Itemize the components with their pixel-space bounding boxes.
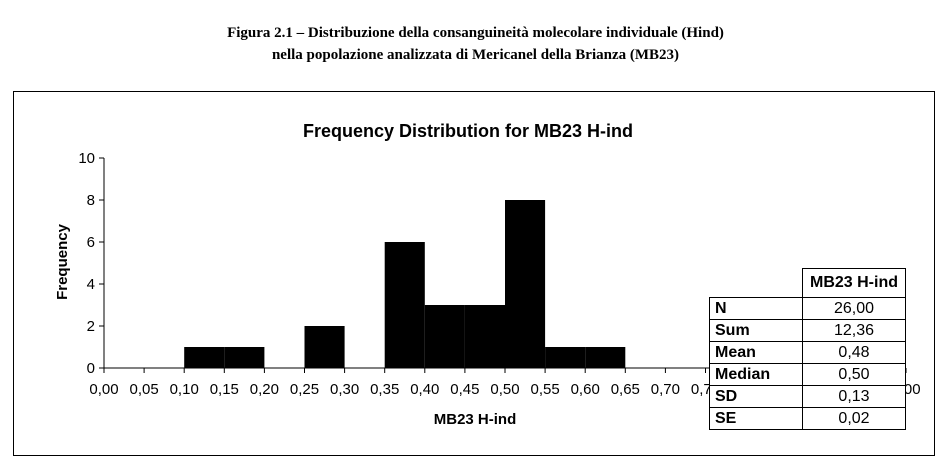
x-axis-label: MB23 H-ind	[434, 411, 517, 428]
stats-row-sd: SD 0,13	[709, 385, 906, 408]
histogram-bar	[545, 347, 586, 368]
stats-row-sum: Sum 12,36	[709, 319, 906, 342]
x-tick-label: 0,20	[250, 381, 279, 398]
x-tick-label: 0,25	[290, 381, 319, 398]
stats-label: SE	[709, 407, 803, 430]
stats-row-se: SE 0,02	[709, 407, 906, 430]
stats-label: SD	[709, 385, 803, 408]
chart-title: Frequency Distribution for MB23 H-ind	[303, 121, 633, 141]
histogram-bar	[505, 200, 546, 368]
stats-value: 12,36	[802, 319, 906, 342]
y-axis-label: Frequency	[54, 223, 71, 300]
histogram-bar	[304, 326, 345, 368]
y-tick-label: 10	[78, 150, 95, 167]
stats-header: MB23 H-ind	[802, 268, 906, 298]
histogram-chart: Frequency Distribution for MB23 H-ind Fr…	[54, 121, 921, 428]
y-tick-label: 0	[87, 360, 95, 377]
histogram-bar	[224, 347, 265, 368]
x-tick-label: 0,65	[611, 381, 640, 398]
stats-row-mean: Mean 0,48	[709, 341, 906, 364]
x-tick-label: 0,70	[651, 381, 680, 398]
y-tick-label: 4	[87, 276, 95, 293]
stats-label: Median	[709, 363, 803, 386]
y-tick-label: 2	[87, 318, 95, 335]
histogram-bar	[424, 305, 465, 368]
figure-caption-line-1: Figura 2.1 – Distribuzione della consang…	[227, 25, 724, 41]
stats-value: 0,02	[802, 407, 906, 430]
stats-header-blank	[709, 268, 803, 298]
stats-row-n: N 26,00	[709, 297, 906, 320]
y-tick-label: 6	[87, 234, 95, 251]
x-tick-label: 0,50	[490, 381, 519, 398]
stats-value: 26,00	[802, 297, 906, 320]
y-tick-label: 8	[87, 192, 95, 209]
histogram-bar	[464, 305, 505, 368]
histogram-bar	[585, 347, 626, 368]
chart-area: Frequency Distribution for MB23 H-ind Fr…	[13, 91, 935, 456]
stats-row-median: Median 0,50	[709, 363, 906, 386]
stats-header-row: MB23 H-ind	[709, 268, 906, 298]
stats-value: 0,13	[802, 385, 906, 408]
x-tick-label: 0,15	[210, 381, 239, 398]
stats-label: N	[709, 297, 803, 320]
stats-label: Mean	[709, 341, 803, 364]
histogram-bar	[384, 242, 425, 368]
x-tick-label: 0,00	[89, 381, 118, 398]
x-tick-label: 0,35	[370, 381, 399, 398]
x-tick-label: 0,40	[410, 381, 439, 398]
x-tick-label: 0,60	[571, 381, 600, 398]
histogram-bar	[184, 347, 225, 368]
stats-value: 0,50	[802, 363, 906, 386]
x-tick-label: 0,55	[530, 381, 559, 398]
x-tick-label: 0,30	[330, 381, 359, 398]
figure-caption-line-2: nella popolazione analizzata di Mericane…	[271, 47, 680, 63]
x-tick-label: 0,05	[129, 381, 158, 398]
x-tick-label: 0,45	[450, 381, 479, 398]
stats-value: 0,48	[802, 341, 906, 364]
stats-label: Sum	[709, 319, 803, 342]
statistics-table: MB23 H-ind N 26,00 Sum 12,36 Mean 0,48 M…	[709, 268, 906, 430]
x-tick-label: 0,10	[170, 381, 199, 398]
